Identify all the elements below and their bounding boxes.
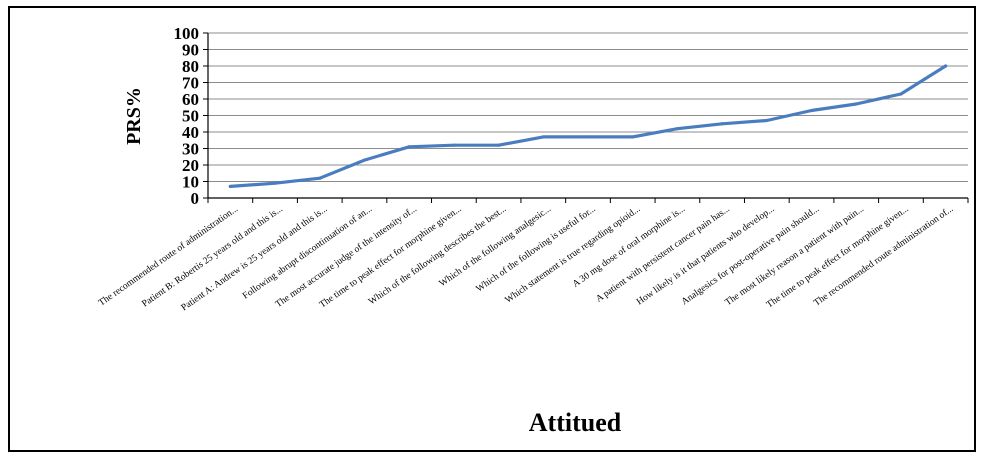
series-line (228, 64, 948, 188)
data-point (541, 135, 545, 139)
chart-frame (8, 6, 976, 452)
y-tick-label: 70 (182, 74, 199, 93)
data-point (809, 108, 814, 113)
y-tick-label: 50 (182, 107, 199, 126)
data-point (318, 176, 322, 180)
data-point (407, 145, 411, 149)
data-point (944, 64, 948, 68)
data-point (496, 143, 501, 147)
y-tick-label: 100 (174, 24, 200, 43)
y-tick-label: 20 (182, 156, 199, 175)
data-point (899, 92, 903, 96)
series-lines (228, 64, 948, 189)
x-axis-label: Attitued (529, 408, 622, 437)
y-tick-label: 40 (182, 123, 199, 142)
data-point (631, 135, 635, 139)
data-point (720, 122, 724, 126)
gridlines (208, 32, 968, 182)
x-axis-categories: The recommended route of administration.… (97, 203, 956, 313)
y-tick-label: 90 (182, 41, 199, 60)
y-tick-label: 0 (191, 189, 200, 208)
data-point (228, 184, 232, 189)
data-point (273, 181, 277, 185)
y-tick-label: 80 (182, 57, 199, 76)
data-point (854, 102, 858, 106)
y-tick-label: 60 (182, 90, 199, 109)
data-point (452, 143, 456, 147)
axes (207, 33, 969, 203)
data-point (675, 127, 680, 131)
data-point (586, 135, 590, 139)
y-tick-label: 30 (182, 140, 199, 159)
y-tick-label: 10 (182, 173, 199, 192)
data-point (362, 158, 367, 162)
y-axis-label: PRS% (123, 87, 145, 145)
data-point (765, 118, 769, 123)
